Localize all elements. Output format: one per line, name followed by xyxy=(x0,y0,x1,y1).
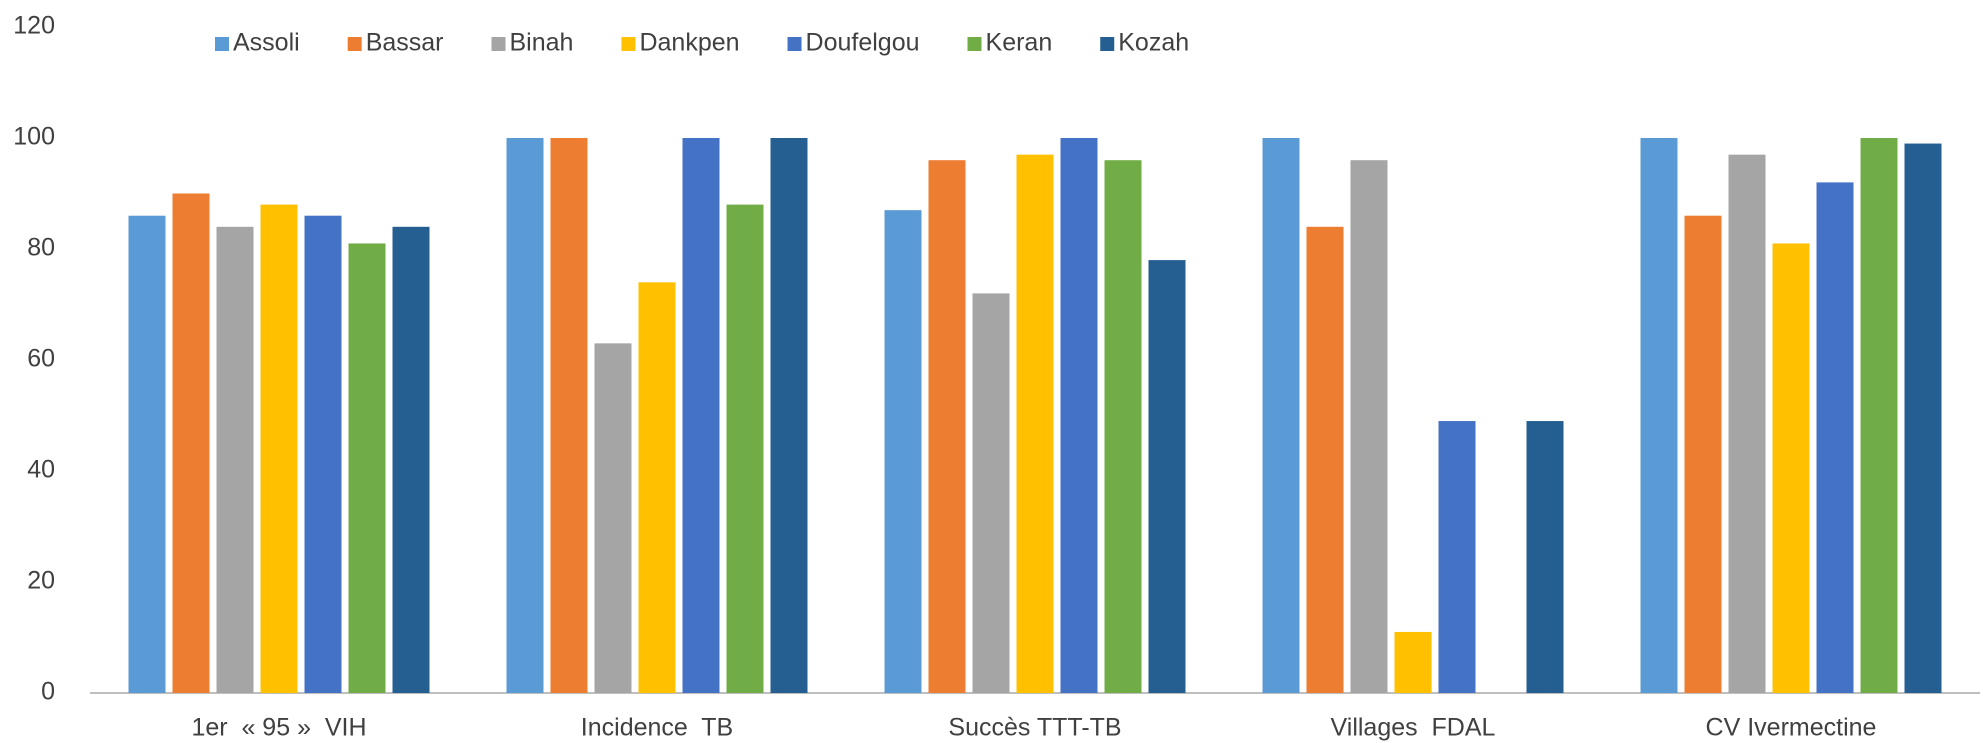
bar xyxy=(1306,226,1344,694)
y-tick-label: 80 xyxy=(27,234,55,262)
bar xyxy=(1640,138,1678,693)
legend-label: Doufelgou xyxy=(806,29,920,57)
bar xyxy=(972,293,1010,693)
bar xyxy=(1772,243,1810,693)
bar xyxy=(304,215,342,693)
bar xyxy=(1148,260,1186,693)
y-tick-label: 100 xyxy=(13,123,55,151)
legend-swatch xyxy=(1100,37,1115,51)
legend-swatch xyxy=(787,37,802,51)
bar xyxy=(1728,154,1766,693)
legend-label: Bassar xyxy=(366,29,444,57)
bar xyxy=(1526,421,1564,693)
bar xyxy=(550,138,588,693)
bar xyxy=(726,204,764,693)
bar xyxy=(884,210,922,693)
y-tick-label: 40 xyxy=(27,456,55,484)
bar xyxy=(172,193,210,693)
bar xyxy=(1262,138,1300,693)
y-tick-label: 60 xyxy=(27,345,55,373)
legend-label: Binah xyxy=(510,29,574,57)
legend-swatch xyxy=(215,37,229,51)
y-tick-label: 120 xyxy=(13,12,55,40)
bar xyxy=(1904,143,1942,694)
bar xyxy=(1394,631,1432,693)
bar xyxy=(506,138,544,693)
bar xyxy=(928,160,966,693)
legend-label: Assoli xyxy=(233,29,300,57)
bar xyxy=(392,226,430,694)
bar xyxy=(638,282,676,693)
bar xyxy=(348,243,386,693)
x-tick-label: 1er « 95 » VIH xyxy=(191,714,366,742)
bar xyxy=(594,343,632,693)
y-tick-label: 20 xyxy=(27,567,55,595)
x-tick-label: Villages FDAL xyxy=(1331,714,1496,742)
legend-label: Kozah xyxy=(1118,29,1189,57)
bar xyxy=(260,204,298,693)
legend-swatch xyxy=(621,37,636,51)
bar xyxy=(1060,138,1098,693)
legend-swatch xyxy=(491,37,506,51)
x-tick-label: Incidence TB xyxy=(581,714,733,742)
x-tick-label: CV Ivermectine xyxy=(1706,714,1877,742)
y-tick-label: 0 xyxy=(41,678,55,706)
bar xyxy=(770,138,808,693)
bar xyxy=(1438,421,1476,693)
bar xyxy=(1684,215,1722,693)
x-tick-label: Succès TTT-TB xyxy=(948,714,1121,742)
bar xyxy=(216,226,254,694)
legend-swatch xyxy=(347,37,362,51)
bar xyxy=(1860,138,1898,693)
legend-label: Dankpen xyxy=(639,29,739,57)
bar xyxy=(1816,182,1854,693)
bar xyxy=(128,215,166,693)
bar xyxy=(682,138,720,693)
bar xyxy=(1350,160,1388,693)
legend-label: Keran xyxy=(986,29,1053,57)
bar xyxy=(1016,154,1054,693)
legend-swatch xyxy=(967,37,982,51)
bar xyxy=(1104,160,1142,693)
